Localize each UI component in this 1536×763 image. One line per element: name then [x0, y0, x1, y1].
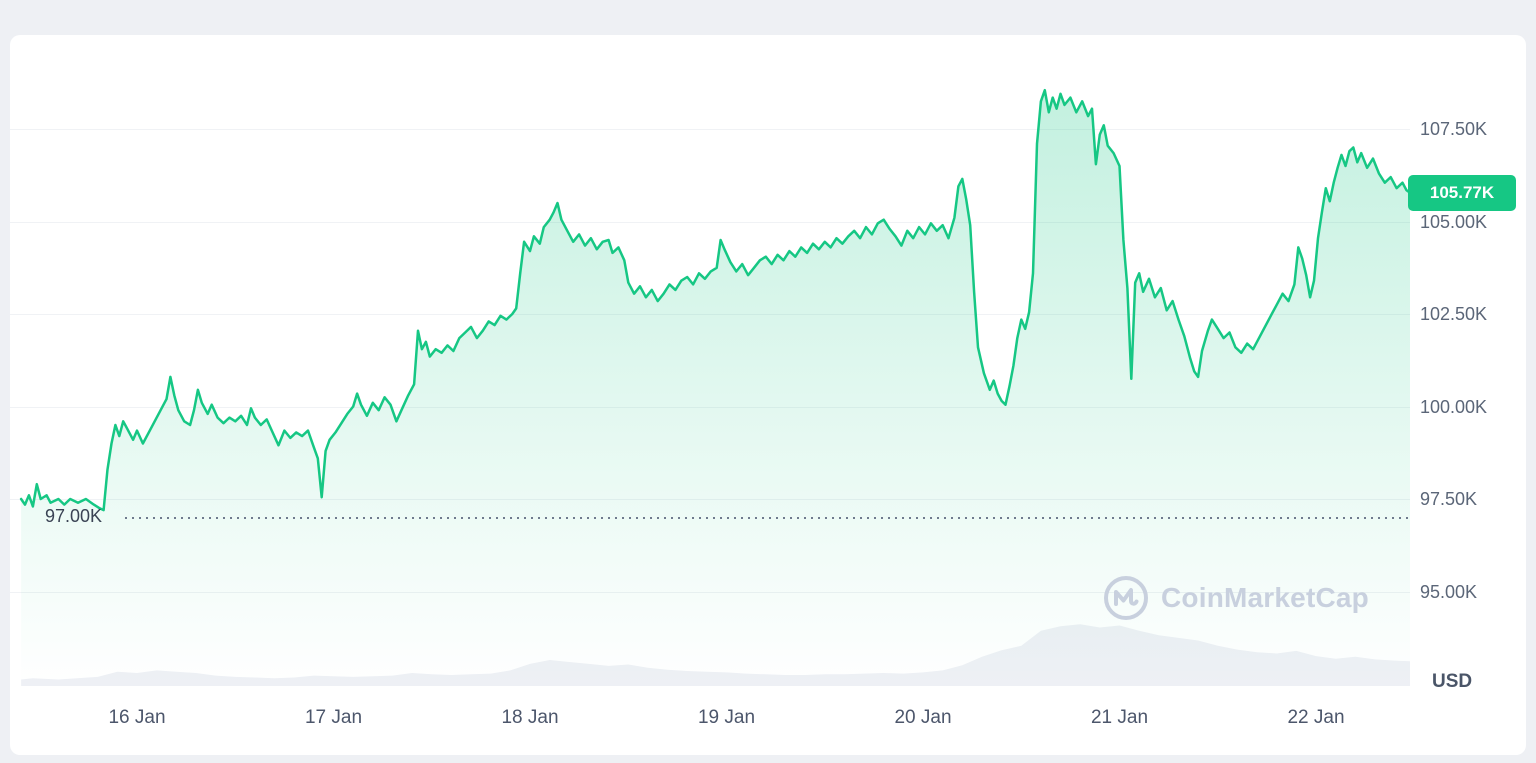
- x-axis-label: 18 Jan: [501, 707, 559, 728]
- x-axis-label: 19 Jan: [697, 707, 756, 728]
- reference-line: [125, 516, 1410, 519]
- y-axis-label: 107.50K: [1420, 119, 1488, 139]
- y-axis-label: 105.00K: [1420, 211, 1488, 232]
- x-axis-label: 21 Jan: [1090, 707, 1149, 728]
- x-axis-label: 20 Jan: [894, 707, 952, 728]
- watermark-text: CoinMarketCap: [1161, 582, 1369, 613]
- x-axis-label: 16 Jan: [108, 707, 166, 728]
- chart-surface[interactable]: [10, 35, 1410, 695]
- gridline: [10, 129, 1410, 130]
- watermark: CoinMarketCap: [1103, 573, 1369, 623]
- price-chart-card: 97.00K 107.50K 105.00K 102.50K 100.00K 97.50…: [10, 35, 1526, 755]
- price-line: [19, 88, 1410, 512]
- coinmarketcap-logo-icon: [1104, 576, 1148, 620]
- current-price-badge: 105.77K: [1408, 175, 1516, 211]
- price-area: [21, 90, 1410, 686]
- y-axis-label: 100.00K: [1420, 396, 1488, 417]
- y-axis-label: 102.50K: [1420, 304, 1488, 324]
- currency-label: USD: [1432, 671, 1473, 692]
- gridline: [10, 221, 1410, 223]
- y-axis-label: 95.00K: [1420, 581, 1478, 602]
- y-axis-label: 97.50K: [1420, 489, 1478, 509]
- x-axis-label: 22 Jan: [1287, 707, 1345, 728]
- x-axis-label: 17 Jan: [304, 707, 363, 728]
- reference-line-label: 97.00K: [45, 505, 103, 526]
